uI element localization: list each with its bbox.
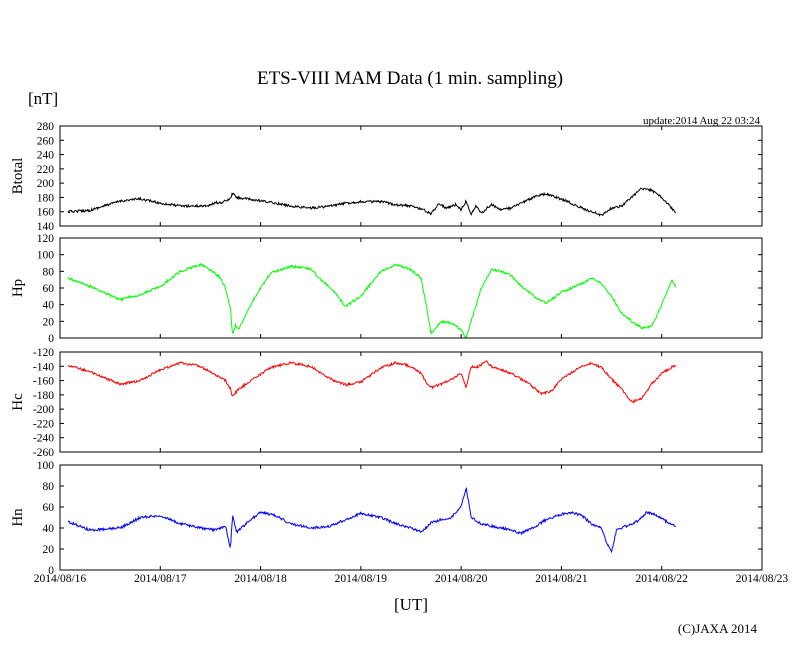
y-axis-label-hc: Hc xyxy=(10,393,26,411)
y-tick-label: -160 xyxy=(33,376,54,388)
y-tick-label: 140 xyxy=(37,221,55,233)
y-tick-label: 0 xyxy=(48,565,54,577)
y-tick-label: -180 xyxy=(33,390,54,402)
panel-hc: -120 -140 -160 -180 -200 -220 -240 -260 Hc xyxy=(10,347,763,459)
y-tick-label: 240 xyxy=(37,150,55,162)
x-axis-label: [UT] xyxy=(394,595,428,614)
y-tick-label: 0 xyxy=(48,333,54,345)
x-tick-label: 2014/08/16 xyxy=(34,573,87,585)
copyright-text: (C)JAXA 2014 xyxy=(678,621,758,636)
y-tick-label: 40 xyxy=(43,523,55,535)
y-tick-label: 100 xyxy=(37,460,55,472)
panels-group: 280260240220200180160140Btotal1201008060… xyxy=(10,121,763,577)
y-tick-label: 20 xyxy=(43,544,55,556)
y-tick-label: 200 xyxy=(37,178,55,190)
x-tick-label: 2014/08/19 xyxy=(335,573,388,585)
series-line-btotal xyxy=(67,187,677,217)
unit-label: [nT] xyxy=(28,89,58,108)
y-tick-label: -200 xyxy=(33,404,54,416)
y-tick-label: 80 xyxy=(43,481,55,493)
x-tick-label: 2014/08/20 xyxy=(435,573,488,585)
y-tick-label: 260 xyxy=(37,135,55,147)
x-tick-label: 2014/08/21 xyxy=(535,573,588,585)
panel-frame xyxy=(59,351,763,453)
y-tick-label: 100 xyxy=(37,250,55,262)
chart-title: ETS-VIII MAM Data (1 min. sampling) xyxy=(257,68,563,89)
y-tick-label: -140 xyxy=(33,361,54,373)
y-axis-label-hp: Hp xyxy=(10,279,26,297)
series-line-hn xyxy=(67,486,677,554)
y-tick-label: 280 xyxy=(37,121,55,133)
y-tick-label: -120 xyxy=(33,347,54,359)
x-tick-label: 2014/08/17 xyxy=(134,573,187,585)
y-tick-label: 80 xyxy=(43,266,55,278)
panel-frame xyxy=(59,464,763,571)
y-tick-label: -220 xyxy=(33,418,54,430)
panel-frame xyxy=(59,125,763,227)
x-tick-label: 2014/08/23 xyxy=(736,573,789,585)
y-tick-label: 20 xyxy=(43,316,55,328)
series-line-hc xyxy=(67,360,677,404)
y-tick-label: 60 xyxy=(43,502,55,514)
panel-hn: 100 80 60 40 20 0 Hn xyxy=(10,460,763,577)
y-tick-label: -240 xyxy=(33,433,54,445)
x-axis-ticks: 2014/08/16 2014/08/17 2014/08/18 2014/08/19… xyxy=(34,573,789,585)
y-tick-label: 40 xyxy=(43,300,55,312)
panel-hp: 120 100 80 60 40 20 0 Hp xyxy=(10,233,763,345)
y-tick-label: 220 xyxy=(37,164,55,176)
y-tick-label: 60 xyxy=(43,283,55,295)
series-line-hp xyxy=(67,262,677,338)
y-tick-label: -260 xyxy=(33,447,54,459)
update-text: update:2014 Aug 22 03:24 xyxy=(643,115,761,127)
y-tick-label: 160 xyxy=(37,207,55,219)
y-axis-label-btotal: Btotal xyxy=(10,158,26,195)
y-tick-label: 180 xyxy=(37,192,55,204)
panel-frame xyxy=(59,237,763,339)
panel-btotal: 280 260 240 220 200 180 160 140 Btotal xyxy=(10,121,763,233)
x-tick-label: 2014/08/22 xyxy=(636,573,689,585)
y-axis-label-hn: Hn xyxy=(10,508,26,527)
y-tick-label: 120 xyxy=(37,233,55,245)
x-tick-label: 2014/08/18 xyxy=(234,573,287,585)
